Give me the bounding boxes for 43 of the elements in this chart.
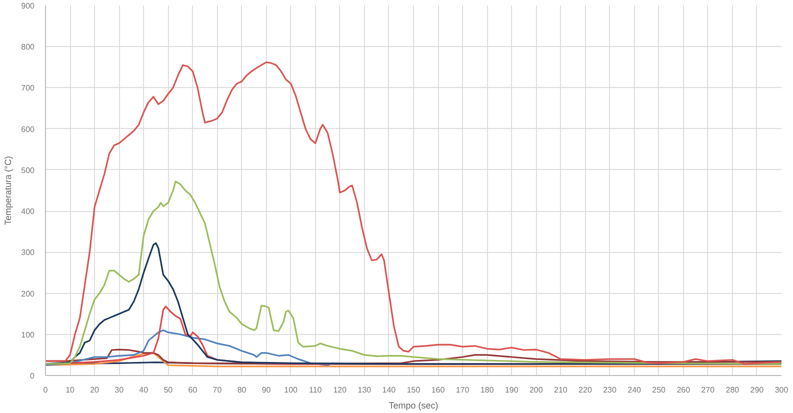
x-tick-label: 300: [774, 386, 789, 394]
x-tick-label: 270: [701, 386, 716, 394]
x-tick-label: 100: [284, 386, 298, 394]
y-tick-label: 400: [21, 207, 36, 216]
y-tick-label: 200: [21, 289, 36, 298]
y-tick-label: 600: [21, 124, 36, 134]
y-tick-label: 500: [21, 166, 36, 175]
x-tick-label: 10: [66, 386, 76, 394]
x-tick-label: 120: [333, 386, 348, 394]
x-tick-label: 210: [554, 386, 568, 394]
y-tick-label: 300: [21, 248, 36, 258]
x-tick-label: 140: [382, 386, 396, 394]
x-tick-label: 250: [652, 386, 666, 394]
y-tick-label: 900: [21, 2, 36, 10]
x-tick-label: 170: [456, 386, 470, 394]
x-tick-label: 150: [406, 386, 421, 394]
x-axis-title: Tempo (sec): [388, 400, 438, 410]
x-tick-label: 240: [628, 386, 642, 394]
x-tick-label: 180: [480, 386, 494, 394]
y-axis-title: Temperatura (°C): [3, 156, 14, 226]
x-tick-label: 290: [750, 386, 764, 394]
x-tick-label: 160: [431, 386, 446, 394]
x-tick-label: 60: [188, 386, 198, 394]
y-tick-label: 800: [21, 42, 36, 52]
x-tick-label: 20: [90, 386, 100, 394]
x-tick-label: 260: [676, 386, 691, 394]
y-tick-label: 700: [21, 84, 36, 93]
y-tick-label: 100: [21, 330, 36, 340]
x-tick-label: 40: [139, 386, 149, 394]
x-tick-label: 230: [603, 386, 617, 394]
x-tick-label: 220: [578, 386, 592, 394]
x-tick-label: 280: [726, 386, 740, 394]
x-tick-label: 30: [114, 386, 124, 394]
x-tick-label: 90: [262, 386, 272, 394]
x-tick-label: 130: [358, 386, 372, 394]
x-tick-label: 70: [212, 386, 222, 394]
x-tick-label: 80: [237, 386, 247, 394]
x-tick-label: 200: [529, 386, 544, 394]
y-tick-label: 0: [30, 372, 36, 380]
x-tick-label: 0: [43, 386, 48, 394]
x-tick-label: 50: [164, 386, 174, 394]
x-tick-label: 190: [504, 386, 519, 394]
x-tick-label: 110: [308, 386, 322, 394]
